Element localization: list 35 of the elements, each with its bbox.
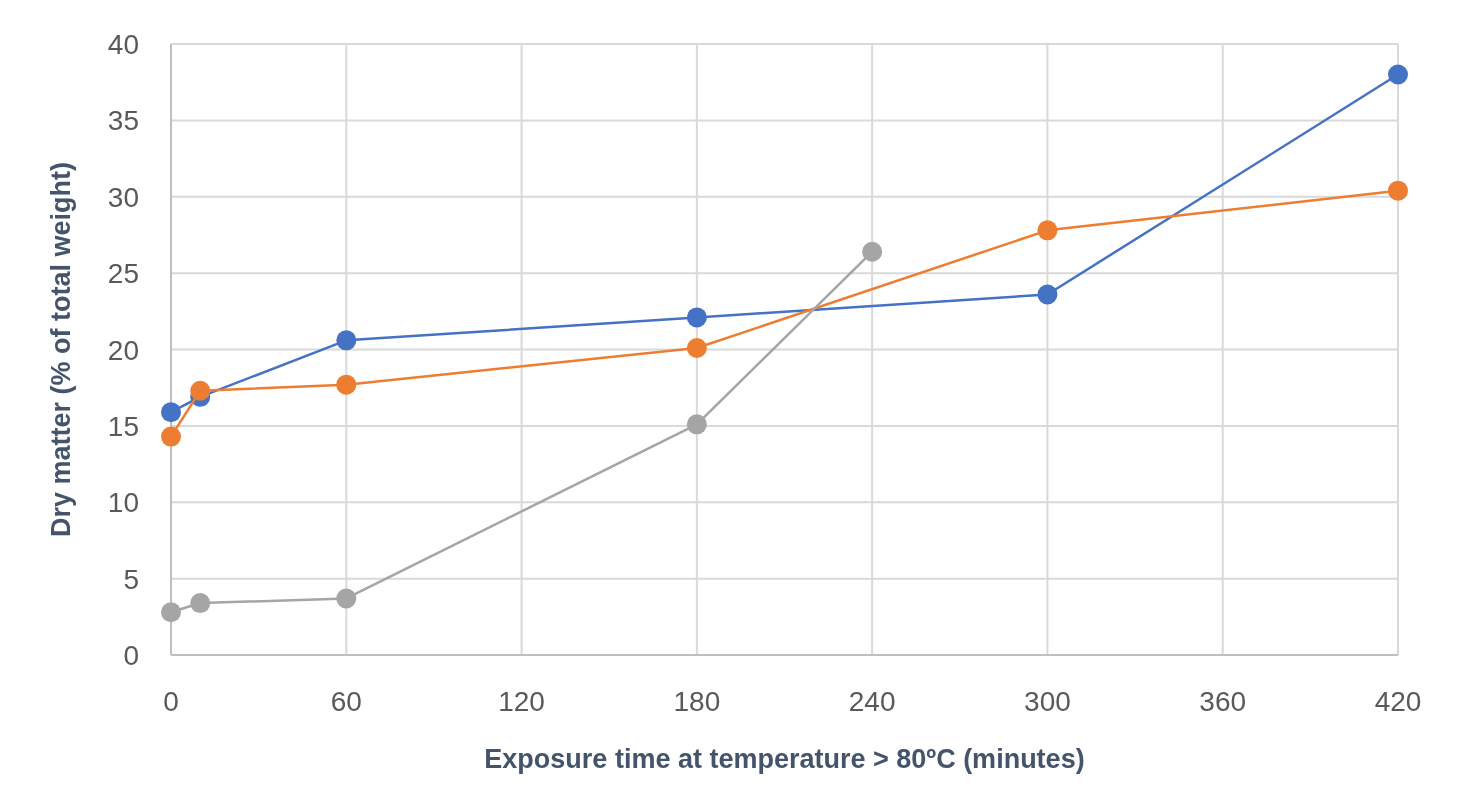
x-tick-label: 240 (848, 686, 896, 717)
point (686, 414, 707, 435)
point (686, 337, 707, 358)
x-tick-label: 60 (330, 686, 362, 717)
point (190, 380, 211, 401)
point (161, 602, 181, 623)
x-tick-label: 420 (1374, 686, 1422, 717)
x-tick-label: 0 (163, 686, 179, 717)
x-tick-label: 360 (1199, 686, 1247, 717)
y-axis-title: Dry matter (% of total weight) (46, 161, 76, 538)
point (161, 402, 181, 423)
point (862, 241, 883, 262)
y-tick-label: 5 (123, 563, 139, 595)
point (190, 593, 211, 614)
point (1037, 220, 1058, 241)
point (336, 374, 357, 395)
point (1037, 284, 1058, 305)
y-tick-label: 20 (107, 334, 139, 366)
y-tick-label: 15 (107, 410, 139, 442)
x-tick-label: 180 (673, 686, 721, 717)
point (1388, 180, 1408, 201)
x-tick-label: 300 (1024, 686, 1071, 717)
x-tick-label: 120 (498, 686, 545, 717)
point (336, 588, 357, 609)
y-tick-label: 40 (107, 29, 139, 60)
point (686, 307, 707, 328)
y-tick-label: 0 (123, 640, 139, 671)
point (336, 330, 357, 351)
y-tick-label: 10 (107, 487, 139, 519)
y-tick-label: 25 (107, 258, 139, 290)
y-tick-label: 35 (107, 105, 139, 137)
point (1388, 64, 1408, 85)
point (161, 426, 181, 447)
x-axis-title: Exposure time at temperature > 80ºC (minutes) (484, 744, 1085, 774)
y-tick-label: 30 (107, 181, 139, 213)
